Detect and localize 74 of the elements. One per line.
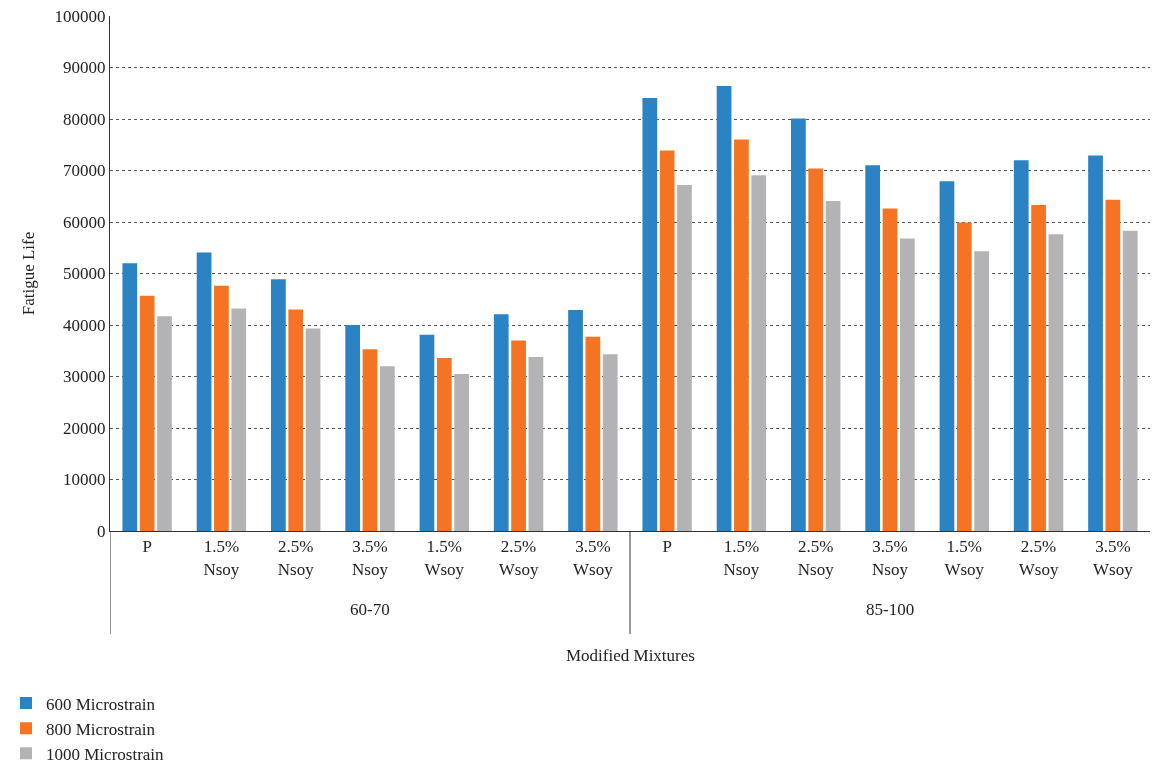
x-tick-label: 1.5% Wsoy bbox=[424, 537, 465, 579]
y-axis-title: Fatigue Life bbox=[19, 231, 39, 316]
bar bbox=[1031, 205, 1046, 531]
bar bbox=[939, 181, 955, 531]
bar bbox=[602, 354, 618, 531]
bar bbox=[271, 279, 286, 531]
y-tick-label: 70000 bbox=[63, 161, 106, 181]
bar bbox=[1013, 160, 1029, 531]
bar bbox=[139, 295, 155, 531]
y-tick-label: 100000 bbox=[54, 6, 106, 26]
bar bbox=[345, 325, 361, 531]
bar bbox=[751, 175, 767, 531]
bar bbox=[305, 328, 321, 531]
bar bbox=[288, 309, 304, 531]
bar bbox=[956, 222, 972, 531]
bar bbox=[157, 316, 172, 531]
x-tick-label: P bbox=[662, 537, 672, 557]
bar bbox=[568, 310, 583, 531]
y-tick-label: 90000 bbox=[63, 58, 106, 78]
x-tick-label: 3.5% Wsoy bbox=[573, 537, 614, 579]
bar bbox=[659, 150, 675, 531]
bar bbox=[716, 86, 732, 531]
bar bbox=[122, 263, 138, 531]
y-tick-label: 30000 bbox=[63, 367, 106, 387]
y-tick-label: 50000 bbox=[63, 264, 106, 284]
bar bbox=[734, 139, 749, 531]
bar bbox=[677, 184, 692, 531]
x-tick-label: 2.5% Nsoy bbox=[797, 537, 835, 579]
y-tick-label: 0 bbox=[97, 521, 106, 541]
x-tick-label: 2.5% Wsoy bbox=[498, 537, 539, 579]
x-tick-label: P bbox=[142, 537, 152, 557]
x-tick-label: 1.5% Nsoy bbox=[203, 537, 240, 579]
bar bbox=[436, 357, 452, 531]
bar bbox=[865, 165, 881, 531]
bar bbox=[511, 340, 526, 531]
x-tick-label: 3.5% Wsoy bbox=[1093, 537, 1134, 579]
x-axis-title: Modified Mixtures bbox=[566, 646, 695, 665]
bar bbox=[808, 168, 824, 531]
bar bbox=[493, 314, 509, 531]
bar bbox=[419, 334, 435, 531]
bar bbox=[1088, 155, 1103, 531]
bar bbox=[214, 285, 229, 531]
bar bbox=[231, 308, 247, 531]
bar bbox=[379, 366, 395, 531]
bar bbox=[1122, 230, 1138, 531]
bar bbox=[825, 200, 841, 531]
x-tick-label: 2.5% Nsoy bbox=[277, 537, 315, 579]
x-tick-label: 2.5% Wsoy bbox=[1018, 537, 1059, 579]
bar bbox=[585, 336, 601, 531]
x-tick-label: 1.5% Nsoy bbox=[723, 537, 760, 579]
y-tick-label: 20000 bbox=[63, 418, 106, 438]
bar bbox=[528, 356, 544, 531]
legend-label: 1000 Microstrain bbox=[46, 744, 165, 764]
bar bbox=[454, 373, 469, 531]
x-tick-label: 1.5% Wsoy bbox=[944, 537, 985, 579]
bar bbox=[791, 118, 806, 531]
y-tick-label: 60000 bbox=[63, 212, 106, 232]
bar bbox=[1048, 234, 1064, 531]
bar bbox=[196, 252, 212, 531]
legend-label: 800 Microstrain bbox=[46, 719, 156, 739]
y-tick-label: 40000 bbox=[63, 315, 106, 335]
bar bbox=[882, 208, 898, 531]
bar bbox=[899, 238, 915, 531]
bar bbox=[642, 97, 658, 531]
x-tick-label: 3.5% Nsoy bbox=[352, 537, 389, 579]
y-tick-label: 10000 bbox=[63, 470, 106, 490]
x-tick-label: 3.5% Nsoy bbox=[872, 537, 909, 579]
y-tick-label: 80000 bbox=[63, 109, 106, 129]
bar bbox=[974, 251, 989, 531]
text: 60-70 bbox=[350, 600, 390, 619]
bar bbox=[1105, 199, 1121, 531]
legend-label: 600 Microstrain bbox=[46, 694, 156, 714]
bar bbox=[362, 349, 378, 531]
text: 85-100 bbox=[866, 600, 915, 619]
